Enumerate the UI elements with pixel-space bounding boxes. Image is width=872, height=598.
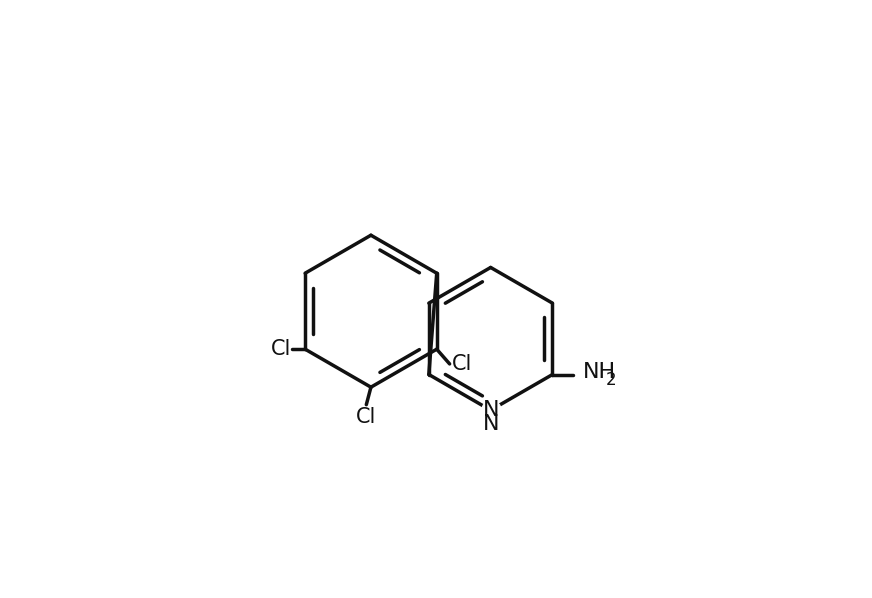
Text: Cl: Cl (452, 354, 472, 374)
Text: Cl: Cl (271, 339, 291, 359)
Text: NH: NH (583, 362, 617, 382)
Text: N: N (482, 400, 499, 420)
Text: N: N (482, 414, 499, 434)
Text: Cl: Cl (356, 407, 377, 426)
Text: 2: 2 (605, 371, 616, 389)
